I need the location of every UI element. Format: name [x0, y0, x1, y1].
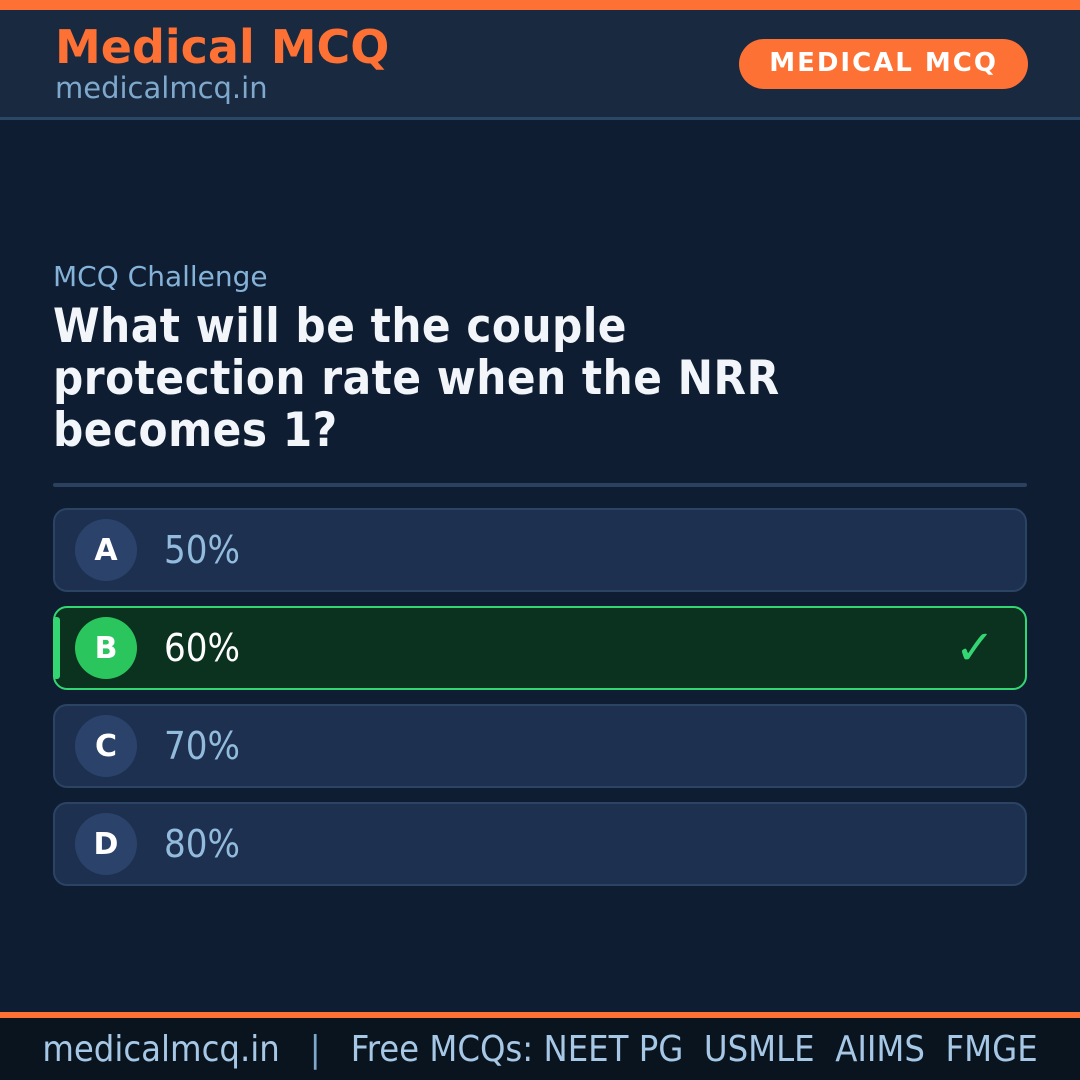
- option-a-letter-badge: A: [75, 519, 137, 582]
- brand-title: Medical MCQ: [55, 20, 390, 75]
- option-d[interactable]: D 80%: [53, 802, 1027, 887]
- footer-site: medicalmcq.in: [42, 1028, 280, 1070]
- footer-band: medicalmcq.in | Free MCQs: NEET PG USMLE…: [0, 1018, 1080, 1080]
- brand-subtitle: medicalmcq.in: [55, 71, 268, 106]
- footer: medicalmcq.in | Free MCQs: NEET PG USMLE…: [0, 1012, 1080, 1080]
- option-c-letter-badge: C: [75, 715, 137, 778]
- options-list: A 50% B 60% ✓ C 70% D 80%: [53, 508, 1027, 887]
- option-b-correct[interactable]: B 60% ✓: [53, 606, 1027, 691]
- brand-badge: MEDICAL MCQ: [739, 38, 1028, 89]
- top-accent-bar: [0, 0, 1080, 10]
- correct-accent-bar: [53, 617, 60, 680]
- question-line: becomes 1?: [53, 403, 338, 459]
- brand-block: Medical MCQ medicalmcq.in: [55, 20, 390, 106]
- option-a-label: 50%: [164, 528, 240, 573]
- check-icon: ✓: [954, 620, 995, 677]
- question-divider: [53, 483, 1027, 488]
- question-text: What will be the couple protection rate …: [53, 299, 1027, 459]
- question-line: protection rate when the NRR: [53, 351, 780, 407]
- option-c-label: 70%: [164, 724, 240, 769]
- option-d-letter-badge: D: [75, 813, 137, 876]
- quiz-card: MCQ Challenge What will be the couple pr…: [0, 260, 1080, 887]
- header: Medical MCQ medicalmcq.in MEDICAL MCQ: [0, 10, 1080, 120]
- footer-tagline: Free MCQs: NEET PG USMLE AIIMS FMGE: [350, 1028, 1038, 1070]
- option-a[interactable]: A 50%: [53, 508, 1027, 593]
- question-line: What will be the couple: [53, 299, 627, 354]
- footer-accent-line: [0, 1012, 1080, 1018]
- option-c[interactable]: C 70%: [53, 704, 1027, 789]
- option-b-label: 60%: [164, 626, 240, 671]
- option-b-letter-badge: B: [75, 617, 137, 680]
- quiz-label: MCQ Challenge: [53, 260, 268, 293]
- option-d-label: 80%: [164, 822, 240, 867]
- footer-separator: |: [309, 1028, 321, 1070]
